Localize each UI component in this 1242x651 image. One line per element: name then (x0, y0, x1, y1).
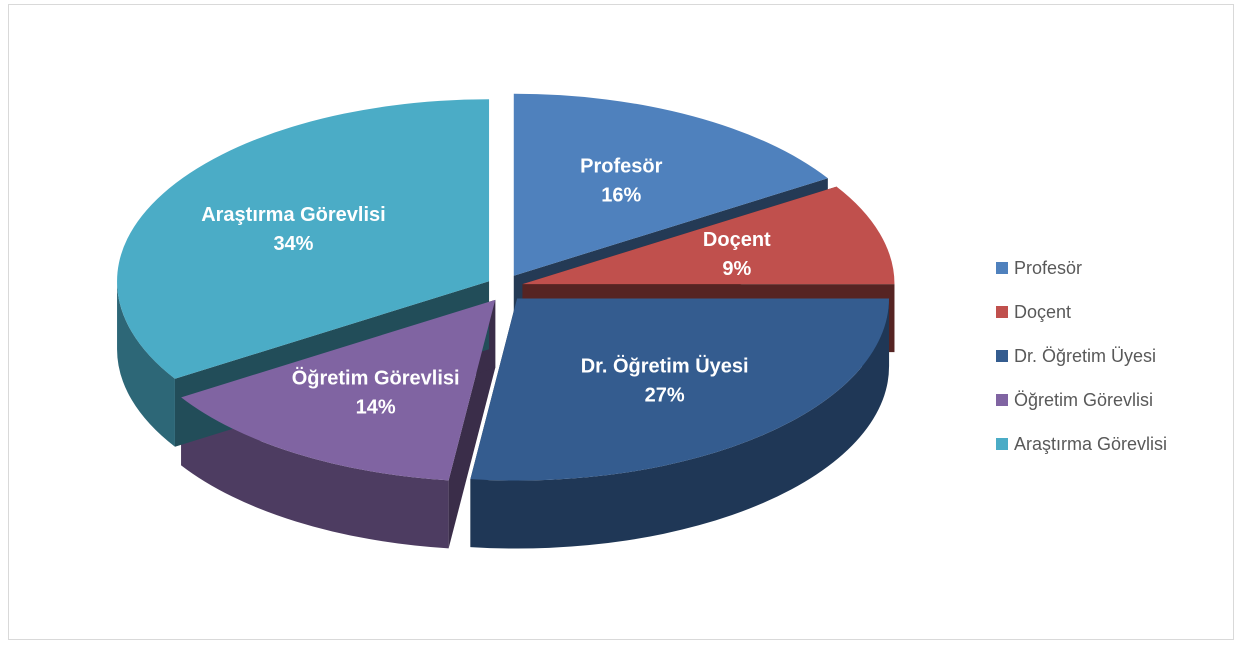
legend-label: Öğretim Görevlisi (1014, 390, 1153, 410)
slice (470, 298, 890, 481)
pie-tops (117, 93, 895, 481)
slice-value-label: 34% (273, 233, 313, 255)
slice-side (117, 281, 175, 447)
slice-value-label: 14% (356, 396, 396, 418)
legend-swatch (996, 262, 1008, 274)
slice-value-label: 16% (601, 184, 641, 206)
slice-label: Profesör (580, 155, 662, 177)
slice-side (181, 397, 449, 549)
slice-label: Araştırma Görevlisi (201, 204, 386, 226)
slice-label: Doçent (703, 229, 771, 251)
slice-value-label: 9% (722, 258, 751, 280)
legend-label: Dr. Öğretim Üyesi (1014, 346, 1156, 366)
slice (117, 99, 490, 379)
legend-swatch (996, 350, 1008, 362)
slice-label: Dr. Öğretim Üyesi (581, 355, 749, 378)
legend-swatch (996, 394, 1008, 406)
legend-label: Araştırma Görevlisi (1014, 434, 1167, 454)
slice (522, 186, 895, 285)
legend-swatch (996, 306, 1008, 318)
slice (181, 299, 496, 481)
slice-label: Öğretim Görevlisi (292, 366, 460, 389)
legend-label: Doçent (1014, 302, 1071, 322)
slice (513, 93, 828, 276)
legend-label: Profesör (1014, 258, 1082, 278)
legend-swatch (996, 438, 1008, 450)
slice-value-label: 27% (645, 385, 685, 407)
slice-side (470, 298, 890, 549)
